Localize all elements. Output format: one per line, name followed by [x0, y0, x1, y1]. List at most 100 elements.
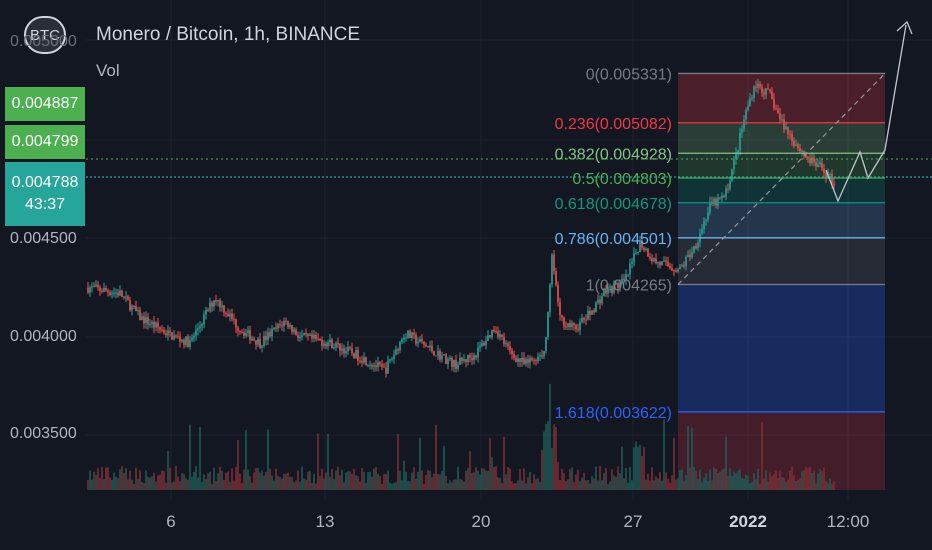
- volume-bar: [159, 474, 161, 490]
- candle-body: [495, 331, 497, 333]
- volume-bar: [569, 469, 571, 490]
- volume-bar: [253, 472, 255, 490]
- volume-bar: [427, 470, 429, 490]
- volume-bar: [775, 470, 777, 490]
- volume-bar: [109, 477, 111, 490]
- candle-body: [665, 260, 667, 262]
- candle-body: [183, 339, 185, 345]
- volume-bar: [329, 476, 331, 490]
- volume-bar: [707, 480, 709, 490]
- volume-bar: [111, 479, 113, 490]
- candle-body: [293, 329, 295, 332]
- volume-bar: [185, 478, 187, 490]
- volume-bar: [431, 477, 433, 490]
- fib-level-label: 0.382(0.004928): [555, 146, 672, 163]
- candle-body: [507, 343, 509, 347]
- volume-bar: [87, 480, 89, 490]
- volume-bar: [497, 477, 499, 490]
- volume-bar: [653, 480, 655, 490]
- fib-zone-extension: [678, 411, 885, 490]
- volume-bar: [619, 473, 621, 490]
- candle-body: [419, 339, 421, 343]
- volume-bar: [771, 476, 773, 490]
- chart-title[interactable]: Monero / Bitcoin, 1h, BINANCE: [96, 24, 360, 45]
- candle-body: [389, 359, 391, 361]
- fib-level-label: 0.236(0.005082): [555, 116, 672, 133]
- candle-body: [567, 323, 569, 327]
- candle-body: [519, 358, 521, 362]
- candle-body: [703, 220, 705, 230]
- volume-bar: [617, 466, 619, 490]
- candle-body: [323, 343, 325, 346]
- candle-body: [195, 329, 197, 336]
- candle-body: [559, 301, 561, 316]
- volume-indicator-label[interactable]: Vol: [96, 61, 120, 80]
- volume-bar: [609, 481, 611, 490]
- candle-body: [425, 344, 427, 347]
- volume-bar: [405, 471, 407, 490]
- candle-body: [149, 324, 151, 326]
- volume-bar: [457, 466, 459, 490]
- fib-retracement-lines[interactable]: 0(0.005331) 0.236(0.005082) 0.382(0.004928…: [555, 66, 886, 422]
- projection-path[interactable]: [825, 20, 913, 203]
- fib-level-label: 1(0.004265): [586, 278, 672, 295]
- candle-body: [437, 350, 439, 356]
- candle-body: [593, 310, 595, 313]
- candle-body: [147, 317, 149, 325]
- volume-bar: [703, 477, 705, 490]
- candle-body: [503, 336, 505, 345]
- candle-body: [225, 312, 227, 314]
- candle-body: [407, 330, 409, 338]
- volume-bar: [327, 433, 329, 490]
- candle-body: [231, 313, 233, 319]
- candle-body: [603, 290, 605, 297]
- volume-bar: [99, 478, 101, 490]
- candle-body: [667, 261, 669, 267]
- fib-level-label: 0(0.005331): [586, 66, 672, 83]
- candle-body: [241, 332, 243, 334]
- volume-bar: [397, 434, 399, 490]
- volume-bar: [445, 475, 447, 490]
- volume-bar: [175, 466, 177, 490]
- candle-body: [357, 350, 359, 361]
- volume-bar: [383, 474, 385, 490]
- candle-body: [499, 334, 501, 337]
- candle-body: [691, 252, 693, 258]
- candle-body: [681, 265, 683, 267]
- candle-body: [431, 345, 433, 352]
- candle-body: [813, 157, 815, 163]
- volume-bar: [333, 479, 335, 490]
- volume-bar: [763, 478, 765, 490]
- volume-bar: [613, 475, 615, 490]
- candle-body: [157, 322, 159, 328]
- candle-body: [233, 318, 235, 320]
- volume-bar: [161, 470, 163, 490]
- volume-bar: [399, 471, 401, 490]
- candle-body: [501, 334, 503, 337]
- candle-body: [643, 247, 645, 250]
- candle-body: [497, 331, 499, 337]
- volume-bar: [689, 467, 691, 490]
- candle-body: [167, 330, 169, 336]
- candle-body: [143, 316, 145, 324]
- candle-body: [659, 262, 661, 266]
- candle-body: [127, 296, 129, 301]
- candle-body: [299, 337, 301, 339]
- volume-bar: [803, 470, 805, 490]
- candle-body: [267, 332, 269, 341]
- symbol-badge[interactable]: BTC: [24, 16, 66, 54]
- candle-body: [257, 338, 259, 345]
- volume-bar: [525, 483, 527, 490]
- candle-body: [451, 357, 453, 367]
- candle-body: [371, 364, 373, 367]
- candle-body: [541, 355, 543, 357]
- volume-bar: [587, 480, 589, 490]
- volume-bar: [131, 479, 133, 490]
- volume-bar: [387, 470, 389, 490]
- candle-body: [685, 257, 687, 267]
- candle-body: [533, 359, 535, 361]
- candle-body: [737, 150, 739, 153]
- volume-bar: [309, 470, 311, 490]
- candle-body: [585, 319, 587, 321]
